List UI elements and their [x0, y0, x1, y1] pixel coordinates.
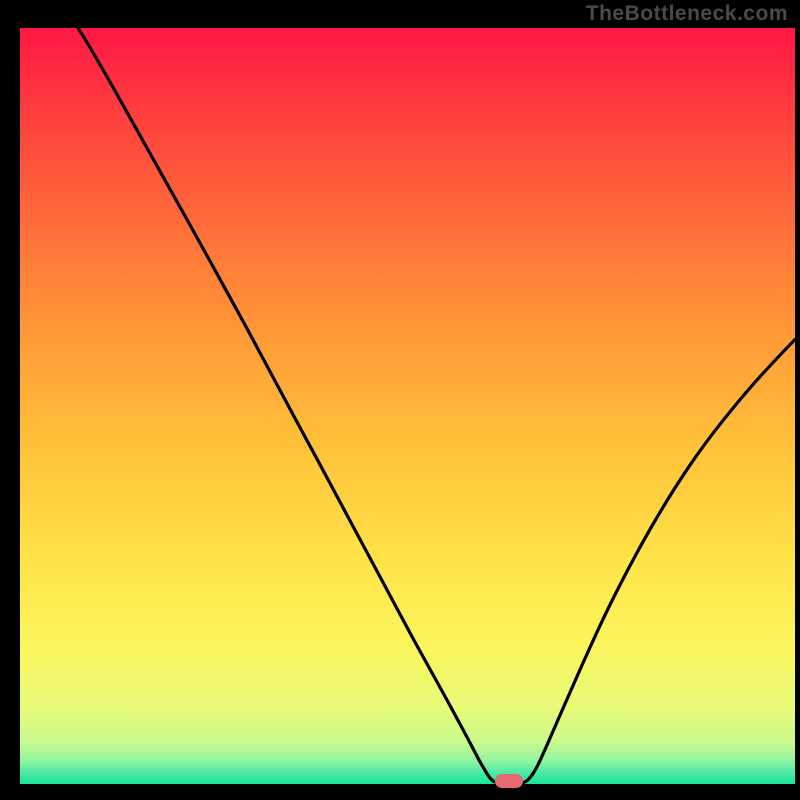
optimal-marker [495, 774, 523, 788]
chart-frame: TheBottleneck.com [0, 0, 800, 800]
plot-area [20, 28, 795, 784]
bottleneck-curve [20, 28, 795, 784]
watermark-text: TheBottleneck.com [586, 2, 788, 26]
